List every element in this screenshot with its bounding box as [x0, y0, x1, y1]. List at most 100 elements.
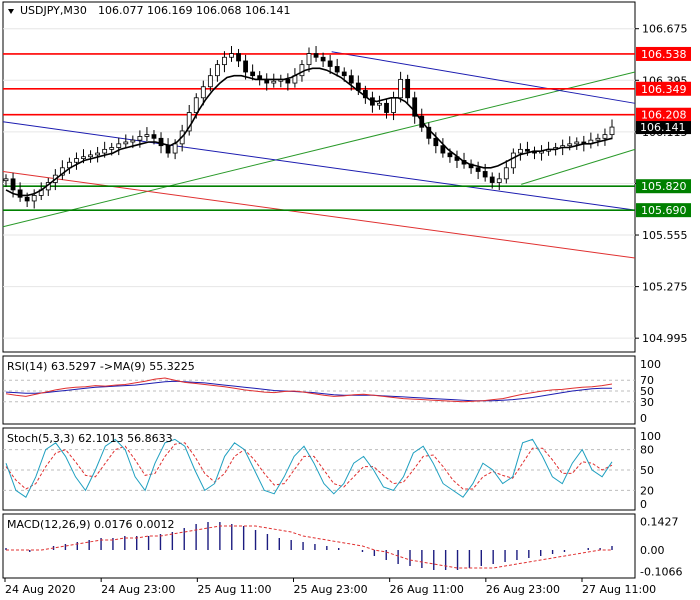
- panel-tick-label: 100: [640, 430, 661, 443]
- candle-body: [475, 167, 481, 172]
- panel-tick-label: 20: [640, 484, 654, 497]
- level-label-box: [636, 203, 691, 218]
- time-tick-label: 25 Aug 11:00: [197, 583, 271, 596]
- candle-body: [102, 148, 108, 154]
- candle-body: [341, 71, 347, 77]
- candle-body: [320, 56, 326, 62]
- price-panel[interactable]: 106.675106.395106.115105.835105.555105.2…: [2, 1, 691, 353]
- candle-body: [81, 156, 86, 159]
- candle-body: [405, 78, 411, 99]
- candle-body: [222, 56, 227, 66]
- macd-histogram: [5, 522, 613, 570]
- level-label: 105.690: [641, 204, 687, 217]
- panel-tick-label: 50: [640, 385, 654, 398]
- stoch-k-line: [5, 438, 613, 498]
- panel-tick-label: 50: [640, 464, 654, 477]
- green-channel-lower: [521, 148, 636, 185]
- candle-body: [95, 152, 101, 156]
- macd-panel[interactable]: MACD(12,26,9) 0.0176 0.0012 0.1427 0.00 -0…: [2, 513, 682, 579]
- candle-body: [17, 189, 23, 198]
- candle-body: [200, 86, 206, 99]
- blue-channel-lower: [2, 121, 636, 211]
- candle-body: [574, 141, 580, 145]
- candle-body: [172, 143, 178, 154]
- panel-tick-label: 70: [640, 374, 654, 387]
- candle-body: [109, 147, 115, 150]
- panel-tick-label: 30: [640, 396, 654, 409]
- candle-body: [503, 167, 509, 180]
- candle-body: [236, 53, 241, 62]
- chart-header: USDJPY,M30 106.077 106.169 106.068 106.1…: [8, 4, 290, 17]
- rsi-panel-frame: [2, 355, 636, 425]
- current-price-label: 106.141: [640, 121, 686, 134]
- level-labels: 106.538 106.349 106.208 105.820 105.690: [636, 46, 691, 218]
- candle-body: [525, 148, 530, 152]
- current-price-marker: 106.141: [636, 121, 691, 135]
- price-tick-label: 105.555: [642, 229, 688, 242]
- time-tick-label: 24 Aug 23:00: [101, 583, 175, 596]
- candle-body: [144, 134, 150, 137]
- candle-body: [595, 137, 601, 141]
- green-channel-upper: [2, 71, 636, 228]
- time-tick-label: 25 Aug 23:00: [294, 583, 368, 596]
- candle-body: [306, 53, 312, 66]
- candle-body: [334, 66, 340, 73]
- candle-body: [130, 139, 136, 143]
- time-tick-label: 27 Aug 11:00: [582, 583, 656, 596]
- panel-tick-label: 80: [640, 444, 654, 457]
- candle-body: [313, 53, 319, 58]
- panel-tick-label: 100: [640, 358, 661, 371]
- time-tick-label: 24 Aug 2020: [5, 583, 75, 596]
- candle-body: [214, 64, 220, 77]
- candle-body: [482, 171, 488, 178]
- level-label: 106.349: [641, 83, 687, 96]
- price-grid: [3, 28, 635, 339]
- candle-body: [398, 78, 404, 99]
- candle-body: [299, 64, 305, 77]
- candle-body: [377, 102, 382, 106]
- candle-body: [137, 136, 143, 141]
- candle-body: [250, 71, 256, 77]
- collapse-triangle-icon: [8, 9, 14, 14]
- level-label: 105.820: [641, 180, 687, 193]
- candle-body: [88, 154, 93, 158]
- candle-body: [391, 97, 396, 113]
- stoch-panel-frame: [2, 427, 636, 511]
- stoch-d-line: [5, 442, 613, 490]
- level-label-box: [636, 107, 691, 122]
- rsi-panel[interactable]: RSI(14) 63.5297 ->MA(9) 55.3225 100 70503…: [2, 355, 661, 425]
- level-label: 106.538: [641, 48, 687, 61]
- macd-tick-label: 0.00: [640, 544, 665, 557]
- candle-body: [496, 178, 502, 183]
- macd-signal-line: [6, 525, 612, 569]
- ohlc-values: 106.077 106.169 106.068 106.141: [98, 4, 290, 17]
- candle-body: [74, 158, 79, 163]
- candle-body: [243, 60, 248, 73]
- candle-body: [440, 145, 446, 154]
- candle-body: [602, 134, 608, 139]
- candle-body: [447, 152, 453, 158]
- blue-channel-upper: [331, 51, 636, 104]
- rsi-line: [5, 377, 613, 403]
- macd-title: MACD(12,26,9) 0.0176 0.0012: [7, 518, 175, 531]
- candle-body: [510, 152, 516, 169]
- macd-axis: 0.1427 0.00 -0.1066: [640, 515, 682, 578]
- panel-tick-label: 0: [640, 412, 647, 425]
- level-label: 106.208: [641, 109, 687, 122]
- candle-body: [186, 112, 192, 132]
- candle-body: [517, 148, 523, 154]
- symbol-timeframe: USDJPY,M30: [20, 4, 87, 17]
- candle-body: [489, 176, 495, 183]
- current-price-box: [636, 121, 691, 135]
- time-tick-label: 26 Aug 11:00: [390, 583, 464, 596]
- candle-body: [609, 126, 615, 136]
- candle-body: [412, 97, 418, 117]
- rsi-title: RSI(14) 63.5297 ->MA(9) 55.3225: [7, 360, 195, 373]
- price-tick-label: 104.995: [642, 332, 688, 345]
- level-label-box: [636, 81, 691, 96]
- moving-average-line: [5, 67, 613, 197]
- candle-body: [165, 145, 171, 154]
